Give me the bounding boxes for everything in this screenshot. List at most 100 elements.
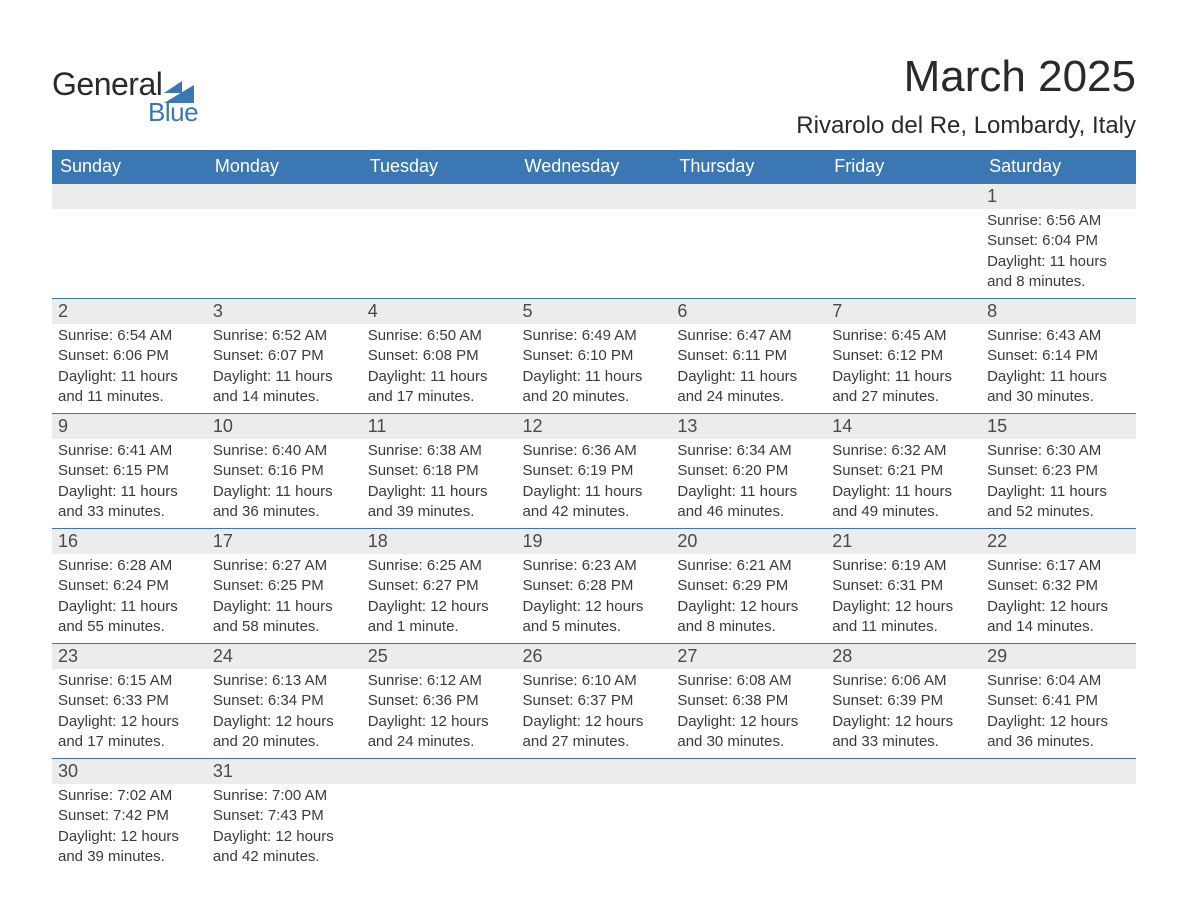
daylight-text: Daylight: 11 hours and 36 minutes.: [213, 482, 356, 523]
daylight-text: Daylight: 11 hours and 42 minutes.: [523, 482, 666, 523]
sunrise-text: Sunrise: 6:12 AM: [368, 671, 511, 691]
day-number-cell: 9: [52, 414, 207, 440]
sunrise-text: Sunrise: 6:21 AM: [677, 556, 820, 576]
daylight-text: Daylight: 12 hours and 20 minutes.: [213, 712, 356, 753]
day-number-row: 3031: [52, 759, 1136, 785]
day-data-cell: Sunrise: 6:15 AMSunset: 6:33 PMDaylight:…: [52, 669, 207, 759]
day-data-row: Sunrise: 6:15 AMSunset: 6:33 PMDaylight:…: [52, 669, 1136, 759]
day-data-cell: Sunrise: 6:50 AMSunset: 6:08 PMDaylight:…: [362, 324, 517, 414]
day-number-cell: 28: [826, 644, 981, 670]
day-data-cell: [517, 784, 672, 873]
sunset-text: Sunset: 6:25 PM: [213, 576, 356, 596]
sunset-text: Sunset: 6:14 PM: [987, 346, 1130, 366]
day-data-cell: [826, 784, 981, 873]
day-number-cell: 26: [517, 644, 672, 670]
day-data-cell: [207, 209, 362, 299]
daylight-text: Daylight: 12 hours and 24 minutes.: [368, 712, 511, 753]
weekday-header: Friday: [826, 150, 981, 184]
day-number-cell: [981, 759, 1136, 785]
day-number-cell: [671, 184, 826, 210]
day-number-cell: 16: [52, 529, 207, 555]
weekday-header: Sunday: [52, 150, 207, 184]
day-data-cell: Sunrise: 6:25 AMSunset: 6:27 PMDaylight:…: [362, 554, 517, 644]
day-data-cell: [981, 784, 1136, 873]
day-data-cell: Sunrise: 6:12 AMSunset: 6:36 PMDaylight:…: [362, 669, 517, 759]
sunrise-text: Sunrise: 6:43 AM: [987, 326, 1130, 346]
sunset-text: Sunset: 6:34 PM: [213, 691, 356, 711]
location-subtitle: Rivarolo del Re, Lombardy, Italy: [796, 112, 1136, 140]
weekday-header: Monday: [207, 150, 362, 184]
sunrise-text: Sunrise: 6:50 AM: [368, 326, 511, 346]
day-number-cell: 11: [362, 414, 517, 440]
day-number-cell: 3: [207, 299, 362, 325]
day-number-cell: [826, 759, 981, 785]
daylight-text: Daylight: 12 hours and 36 minutes.: [987, 712, 1130, 753]
day-number-cell: 17: [207, 529, 362, 555]
sunset-text: Sunset: 7:42 PM: [58, 806, 201, 826]
sunrise-text: Sunrise: 6:27 AM: [213, 556, 356, 576]
daylight-text: Daylight: 11 hours and 55 minutes.: [58, 597, 201, 638]
day-data-row: Sunrise: 6:56 AMSunset: 6:04 PMDaylight:…: [52, 209, 1136, 299]
day-number-cell: [52, 184, 207, 210]
day-number-cell: 1: [981, 184, 1136, 210]
day-number-cell: 22: [981, 529, 1136, 555]
day-number-cell: 8: [981, 299, 1136, 325]
daylight-text: Daylight: 12 hours and 5 minutes.: [523, 597, 666, 638]
sunrise-text: Sunrise: 6:08 AM: [677, 671, 820, 691]
day-number-cell: 24: [207, 644, 362, 670]
sunset-text: Sunset: 6:31 PM: [832, 576, 975, 596]
sunset-text: Sunset: 6:10 PM: [523, 346, 666, 366]
daylight-text: Daylight: 11 hours and 49 minutes.: [832, 482, 975, 523]
daylight-text: Daylight: 11 hours and 8 minutes.: [987, 252, 1130, 293]
day-number-cell: [362, 759, 517, 785]
sunset-text: Sunset: 6:39 PM: [832, 691, 975, 711]
day-data-cell: Sunrise: 7:00 AMSunset: 7:43 PMDaylight:…: [207, 784, 362, 873]
day-data-row: Sunrise: 6:28 AMSunset: 6:24 PMDaylight:…: [52, 554, 1136, 644]
sunrise-text: Sunrise: 6:34 AM: [677, 441, 820, 461]
daylight-text: Daylight: 12 hours and 17 minutes.: [58, 712, 201, 753]
day-data-cell: [362, 209, 517, 299]
sunrise-text: Sunrise: 6:30 AM: [987, 441, 1130, 461]
sunrise-text: Sunrise: 6:38 AM: [368, 441, 511, 461]
sunrise-text: Sunrise: 6:32 AM: [832, 441, 975, 461]
daylight-text: Daylight: 11 hours and 58 minutes.: [213, 597, 356, 638]
day-data-cell: Sunrise: 6:43 AMSunset: 6:14 PMDaylight:…: [981, 324, 1136, 414]
day-number-cell: 4: [362, 299, 517, 325]
day-number-cell: 5: [517, 299, 672, 325]
sunset-text: Sunset: 6:20 PM: [677, 461, 820, 481]
day-data-cell: Sunrise: 6:52 AMSunset: 6:07 PMDaylight:…: [207, 324, 362, 414]
daylight-text: Daylight: 12 hours and 42 minutes.: [213, 827, 356, 868]
sunset-text: Sunset: 6:18 PM: [368, 461, 511, 481]
sunset-text: Sunset: 6:32 PM: [987, 576, 1130, 596]
sunrise-text: Sunrise: 6:15 AM: [58, 671, 201, 691]
sunset-text: Sunset: 6:11 PM: [677, 346, 820, 366]
sunset-text: Sunset: 6:37 PM: [523, 691, 666, 711]
day-number-row: 2345678: [52, 299, 1136, 325]
sunrise-text: Sunrise: 6:41 AM: [58, 441, 201, 461]
daylight-text: Daylight: 12 hours and 11 minutes.: [832, 597, 975, 638]
day-number-cell: 6: [671, 299, 826, 325]
brand-logo: General Blue: [52, 66, 198, 128]
day-data-cell: Sunrise: 6:45 AMSunset: 6:12 PMDaylight:…: [826, 324, 981, 414]
day-data-cell: Sunrise: 6:23 AMSunset: 6:28 PMDaylight:…: [517, 554, 672, 644]
day-data-cell: [826, 209, 981, 299]
brand-word2: Blue: [148, 97, 198, 128]
day-data-cell: Sunrise: 6:54 AMSunset: 6:06 PMDaylight:…: [52, 324, 207, 414]
day-number-cell: 14: [826, 414, 981, 440]
day-data-cell: [517, 209, 672, 299]
day-data-cell: Sunrise: 6:13 AMSunset: 6:34 PMDaylight:…: [207, 669, 362, 759]
day-number-cell: 30: [52, 759, 207, 785]
day-data-row: Sunrise: 6:41 AMSunset: 6:15 PMDaylight:…: [52, 439, 1136, 529]
month-title: March 2025: [796, 52, 1136, 102]
day-number-cell: 29: [981, 644, 1136, 670]
day-number-cell: 7: [826, 299, 981, 325]
day-data-cell: Sunrise: 7:02 AMSunset: 7:42 PMDaylight:…: [52, 784, 207, 873]
sunrise-text: Sunrise: 6:25 AM: [368, 556, 511, 576]
day-data-row: Sunrise: 7:02 AMSunset: 7:42 PMDaylight:…: [52, 784, 1136, 873]
day-data-cell: Sunrise: 6:38 AMSunset: 6:18 PMDaylight:…: [362, 439, 517, 529]
day-number-cell: 25: [362, 644, 517, 670]
sunrise-text: Sunrise: 7:00 AM: [213, 786, 356, 806]
sunrise-text: Sunrise: 6:17 AM: [987, 556, 1130, 576]
daylight-text: Daylight: 11 hours and 33 minutes.: [58, 482, 201, 523]
day-number-cell: [207, 184, 362, 210]
